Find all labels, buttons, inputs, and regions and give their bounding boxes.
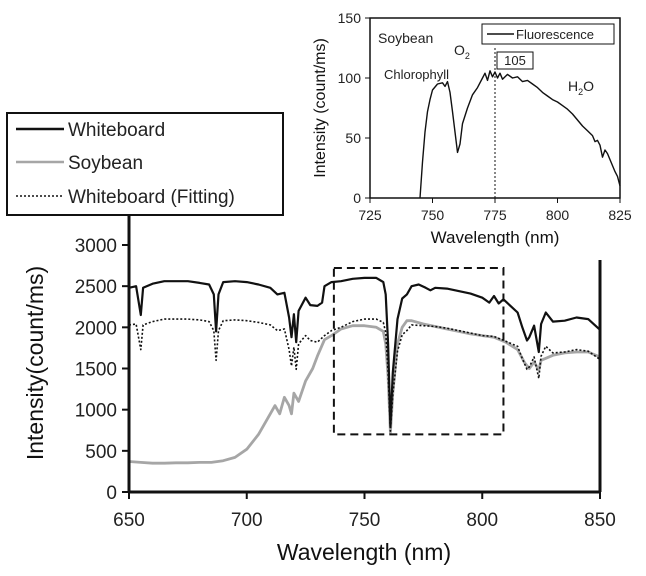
inset-y-tick-label: 150 [338,10,362,26]
inset-peak-label: 105 [504,53,526,68]
y-tick-label: 3000 [75,236,117,257]
legend: Whiteboard Soybean Whiteboard (Fitting) [6,112,284,216]
inset-sample-label: Soybean [378,30,433,46]
inset-x-tick-label: 800 [546,207,570,223]
inset-x-tick-label: 750 [421,207,445,223]
x-tick-label: 650 [113,510,145,531]
inset-chart: 725 750 775 800 825 0 50 100 150 105 Fluorescenc… [312,10,632,247]
inset-series-line-fluorescence [419,70,621,199]
legend-label-whiteboard-fitting: Whiteboard (Fitting) [68,187,235,208]
highlight-box [332,267,505,436]
x-tick-label: 700 [231,510,263,531]
main-chart: 650 700 750 800 850050010001500200025003000 … [22,205,616,565]
series-line-soybean [128,319,601,465]
series-line-whiteboard-fitting [128,318,601,432]
inset-y-tick-label: 0 [353,190,361,206]
series-line-whiteboard [128,276,601,428]
main-x-axis-title: Wavelength (nm) [277,539,451,565]
inset-legend-box [481,23,615,45]
legend-label-soybean: Soybean [68,153,143,174]
inset-o2-label: O2 [454,42,470,61]
inset-chlorophyll-label: Chlorophyll [384,67,449,82]
y-tick-label: 0 [106,483,117,504]
inset-y-tick-label: 50 [345,130,361,146]
inset-x-tick-label: 775 [483,207,507,223]
main-y-axis-title: Intensity(count/ms) [22,266,48,460]
inset-h2o-label: H2O [568,78,594,97]
x-tick-label: 800 [466,510,498,531]
inset-x-axis-title: Wavelength (nm) [431,228,560,247]
inset-x-tick-label: 825 [608,207,632,223]
y-tick-label: 2000 [75,318,117,339]
inset-y-axis-title: Intensity (count/ms) [312,38,329,178]
y-tick-label: 2500 [75,277,117,298]
y-tick-label: 1500 [75,360,117,381]
x-tick-label: 750 [349,510,381,531]
inset-x-tick-label: 725 [358,207,382,223]
inset-y-tick-label: 100 [338,70,362,86]
legend-label-whiteboard: Whiteboard [68,120,165,141]
inset-legend-label: Fluorescence [516,27,594,42]
inset-peak-label-box [496,51,534,70]
y-tick-label: 1000 [75,401,117,422]
x-tick-label: 850 [584,510,616,531]
y-tick-label: 500 [85,442,117,463]
